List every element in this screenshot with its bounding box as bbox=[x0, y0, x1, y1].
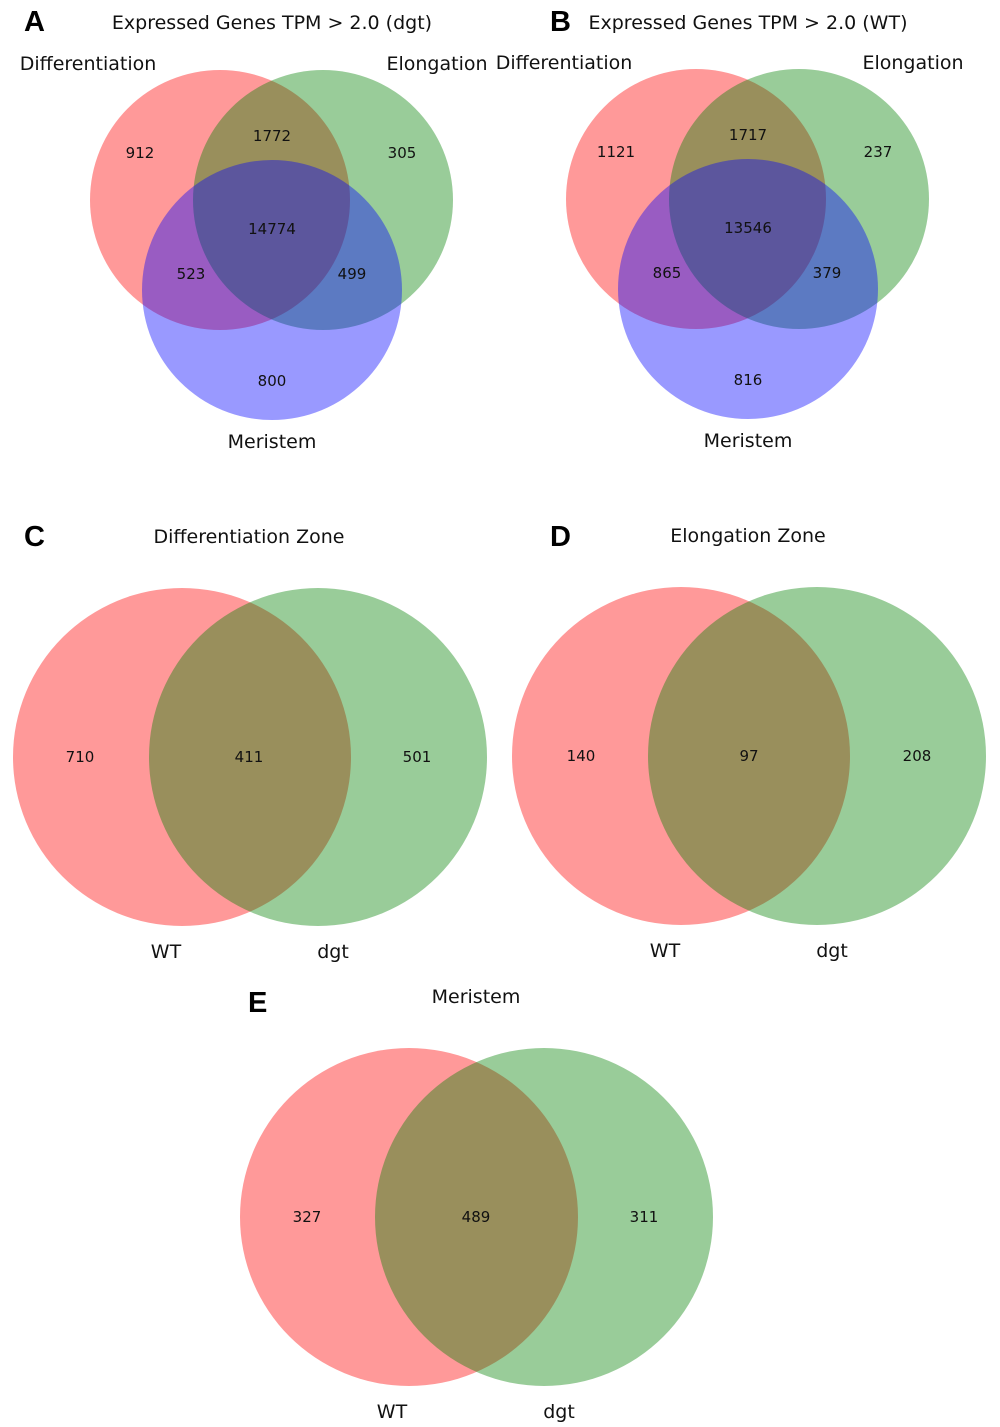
panel-d-label-wt: WT bbox=[650, 940, 681, 962]
panel-d: D Elongation Zone 140 97 208 WT dgt bbox=[512, 521, 986, 962]
panel-c-count-shared: 411 bbox=[235, 748, 264, 766]
panel-letter-d: D bbox=[550, 521, 571, 553]
panel-b-count-differentiation-elongation: 1717 bbox=[729, 126, 767, 144]
panel-letter-c: C bbox=[24, 521, 45, 553]
panel-e-label-wt: WT bbox=[377, 1401, 408, 1423]
panel-b-title: Expressed Genes TPM > 2.0 (WT) bbox=[589, 12, 908, 34]
panel-a-count-elongation-only: 305 bbox=[388, 144, 417, 162]
panel-d-title: Elongation Zone bbox=[670, 525, 825, 547]
panel-e-count-dgt-only: 311 bbox=[630, 1208, 659, 1226]
panel-a-label-elongation: Elongation bbox=[386, 53, 487, 75]
panel-e-count-shared: 489 bbox=[462, 1208, 491, 1226]
panel-b-count-elongation-meristem: 379 bbox=[813, 264, 842, 282]
panel-d-circle-wt bbox=[512, 587, 850, 925]
panel-c: C Differentiation Zone 710 411 501 WT dg… bbox=[13, 521, 487, 963]
panel-c-circle-dgt bbox=[149, 588, 487, 926]
panel-b-circle-elongation bbox=[669, 69, 929, 329]
panel-e-title: Meristem bbox=[432, 986, 521, 1008]
panel-a-count-differentiation-meristem: 523 bbox=[177, 265, 206, 283]
panel-b-label-differentiation: Differentiation bbox=[496, 52, 633, 74]
panel-b-count-all-three: 13546 bbox=[724, 219, 772, 237]
panel-d-circle-dgt bbox=[648, 587, 986, 925]
panel-d-count-wt-only: 140 bbox=[567, 747, 596, 765]
panel-b-circle-meristem bbox=[618, 159, 878, 419]
panel-a-count-meristem-only: 800 bbox=[258, 372, 287, 390]
panel-b-count-elongation-only: 237 bbox=[864, 143, 893, 161]
panel-a: A Expressed Genes TPM > 2.0 (dgt) Differ… bbox=[20, 6, 488, 453]
panel-e-label-dgt: dgt bbox=[543, 1401, 575, 1423]
panel-letter-e: E bbox=[248, 987, 267, 1019]
panel-c-title: Differentiation Zone bbox=[154, 526, 345, 548]
panel-a-count-differentiation-only: 912 bbox=[126, 144, 155, 162]
panel-b-count-differentiation-only: 1121 bbox=[597, 143, 635, 161]
panel-c-label-wt: WT bbox=[151, 941, 182, 963]
panel-a-circle-meristem bbox=[142, 160, 402, 420]
panel-e-circle-wt bbox=[240, 1048, 578, 1386]
panel-d-count-dgt-only: 208 bbox=[903, 747, 932, 765]
panel-a-count-all-three: 14774 bbox=[248, 220, 296, 238]
panel-d-count-shared: 97 bbox=[739, 747, 758, 765]
panel-e-circle-dgt bbox=[375, 1048, 713, 1386]
panel-b-circle-differentiation bbox=[566, 69, 826, 329]
panel-a-circle-differentiation bbox=[90, 70, 350, 330]
panel-a-count-elongation-meristem: 499 bbox=[338, 265, 367, 283]
panel-a-circle-elongation bbox=[193, 70, 453, 330]
panel-b-count-meristem-only: 816 bbox=[734, 371, 763, 389]
panel-a-count-differentiation-elongation: 1772 bbox=[253, 127, 291, 145]
panel-b-count-differentiation-meristem: 865 bbox=[653, 264, 682, 282]
panel-d-label-dgt: dgt bbox=[816, 940, 848, 962]
panel-b-label-elongation: Elongation bbox=[862, 52, 963, 74]
panel-e-count-wt-only: 327 bbox=[293, 1208, 322, 1226]
panel-b-label-meristem: Meristem bbox=[704, 430, 793, 452]
panel-a-label-meristem: Meristem bbox=[228, 431, 317, 453]
panel-a-label-differentiation: Differentiation bbox=[20, 53, 157, 75]
panel-c-label-dgt: dgt bbox=[317, 941, 349, 963]
panel-letter-a: A bbox=[24, 6, 45, 38]
panel-a-title: Expressed Genes TPM > 2.0 (dgt) bbox=[112, 12, 432, 34]
panel-c-count-dgt-only: 501 bbox=[403, 748, 432, 766]
panel-e: E Meristem 327 489 311 WT dgt bbox=[240, 986, 713, 1423]
panel-letter-b: B bbox=[550, 6, 571, 38]
panel-c-count-wt-only: 710 bbox=[66, 748, 95, 766]
panel-b: B Expressed Genes TPM > 2.0 (WT) Differe… bbox=[496, 6, 964, 452]
panel-c-circle-wt bbox=[13, 588, 351, 926]
